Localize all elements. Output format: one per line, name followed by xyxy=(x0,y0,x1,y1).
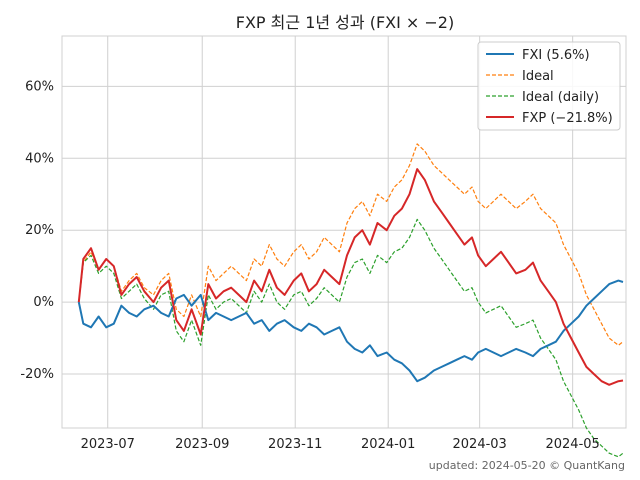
y-axis: -20% 0% 20% 40% 60% xyxy=(20,79,54,382)
y-tick-label: 40% xyxy=(25,151,54,166)
y-tick-label: 60% xyxy=(25,79,54,94)
series-layer xyxy=(77,143,624,458)
legend: FXI (5.6%) Ideal Ideal (daily) FXP (−21.8%) xyxy=(477,41,621,131)
legend-label-1: Ideal xyxy=(522,69,554,84)
x-tick-label: 2024-03 xyxy=(453,437,507,452)
x-tick-label: 2024-01 xyxy=(361,437,415,452)
x-tick-label: 2024-05 xyxy=(545,437,599,452)
x-tick-label: 2023-07 xyxy=(81,437,135,452)
legend-label-2: Ideal (daily) xyxy=(522,90,599,105)
legend-label-0: FXI (5.6%) xyxy=(522,48,590,63)
y-tick-label: 0% xyxy=(33,295,54,310)
y-tick-label: 20% xyxy=(25,223,54,238)
x-tick-label: 2023-09 xyxy=(175,437,229,452)
y-tick-label: -20% xyxy=(20,367,54,382)
series-line-3 xyxy=(77,168,624,386)
chart-title: FXP 최근 1년 성과 (FXI × −2) xyxy=(236,13,454,32)
legend-box xyxy=(477,41,621,131)
x-tick-label: 2023-11 xyxy=(268,437,322,452)
legend-label-3: FXP (−21.8%) xyxy=(522,111,613,126)
x-axis: 2023-07 2023-09 2023-11 2024-01 2024-03 2024-… xyxy=(81,437,600,452)
series-line-0 xyxy=(77,279,624,383)
chart-footer: updated: 2024-05-20 © QuantKang xyxy=(429,459,625,472)
series-line-1 xyxy=(78,143,624,346)
